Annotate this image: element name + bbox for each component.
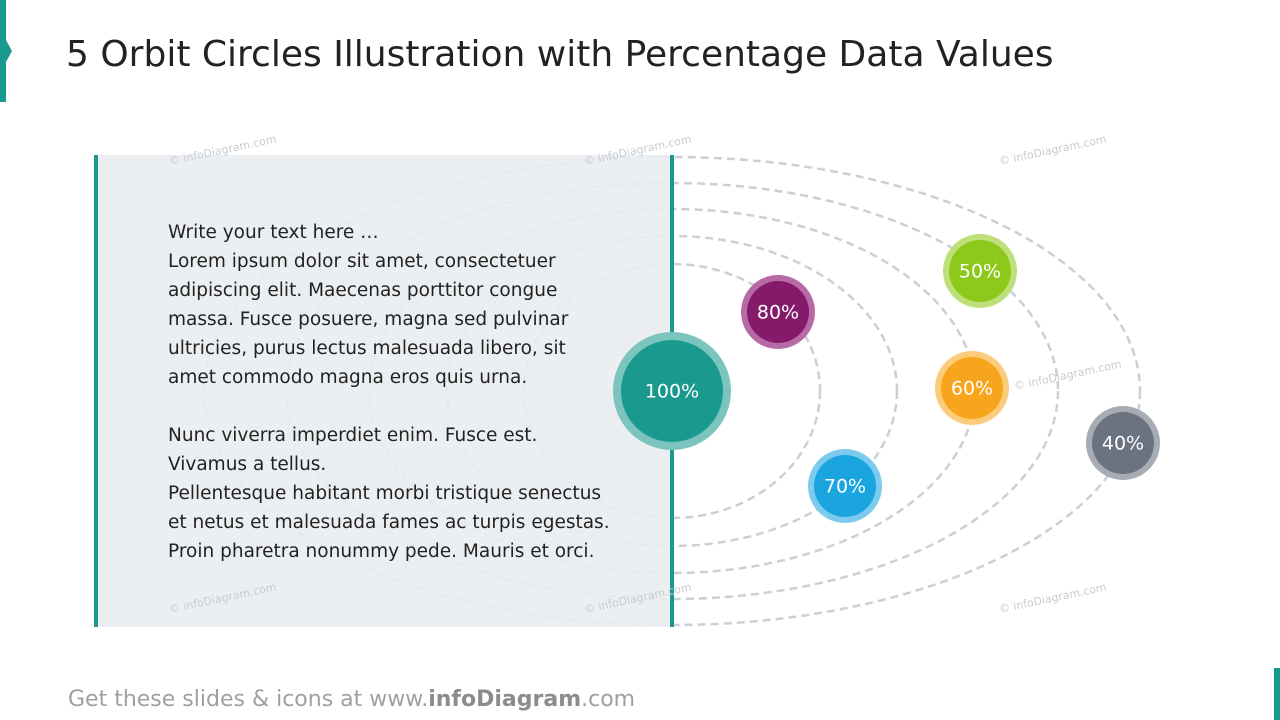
footer-brand: infoDiagram — [428, 687, 581, 712]
text-line: massa. Fusce posuere, magna sed pulvinar — [168, 309, 569, 330]
text-line: Nunc viverra imperdiet enim. Fusce est. — [168, 425, 537, 446]
node-label: 100% — [645, 381, 699, 403]
node-label: 60% — [951, 378, 993, 400]
title: 5 Orbit Circles Illustration with Percen… — [66, 34, 1054, 75]
text-line: Pellentesque habitant morbi tristique se… — [168, 483, 601, 504]
text-line: et netus et malesuada fames ac turpis eg… — [168, 512, 610, 533]
node-circle — [1092, 412, 1154, 474]
text-line: Write your text here … — [168, 222, 379, 243]
accent-arrow — [6, 40, 12, 62]
watermark: © infoDiagram.com — [998, 132, 1108, 167]
text-line: Lorem ipsum dolor sit amet, consectetuer — [168, 251, 556, 272]
text-line: Vivamus a tellus. — [168, 454, 326, 475]
watermark: © infoDiagram.com — [1013, 357, 1123, 392]
text-line: ultricies, purus lectus malesuada libero… — [168, 338, 566, 359]
footer-suffix: .com — [581, 687, 635, 712]
footer: Get these slides & icons at www.infoDiag… — [68, 687, 635, 712]
text-line: amet commodo magna eros quis urna. — [168, 367, 527, 388]
text-line: Proin pharetra nonummy pede. Mauris et o… — [168, 541, 594, 562]
node-label: 80% — [757, 302, 799, 324]
text-block: Write your text here … Lorem ipsum dolor … — [168, 222, 610, 562]
text-panel — [95, 155, 672, 627]
node-circle — [941, 357, 1003, 419]
node-label: 70% — [824, 476, 866, 498]
footer-prefix: Get these slides & icons at www. — [68, 687, 428, 712]
accent-bar — [1274, 668, 1280, 720]
node-circle — [949, 240, 1011, 302]
panel-border — [94, 155, 98, 627]
text-line: adipiscing elit. Maecenas porttitor cong… — [168, 280, 557, 301]
node-circle — [747, 281, 809, 343]
accent-bar — [0, 0, 6, 102]
nodes: 100% 80% 70% 60% 50% 40% — [613, 234, 1160, 523]
node-label: 40% — [1102, 433, 1144, 455]
node-circle — [621, 340, 723, 442]
node-label: 50% — [959, 261, 1001, 283]
node-circle — [814, 455, 876, 517]
watermark: © infoDiagram.com — [998, 580, 1108, 615]
